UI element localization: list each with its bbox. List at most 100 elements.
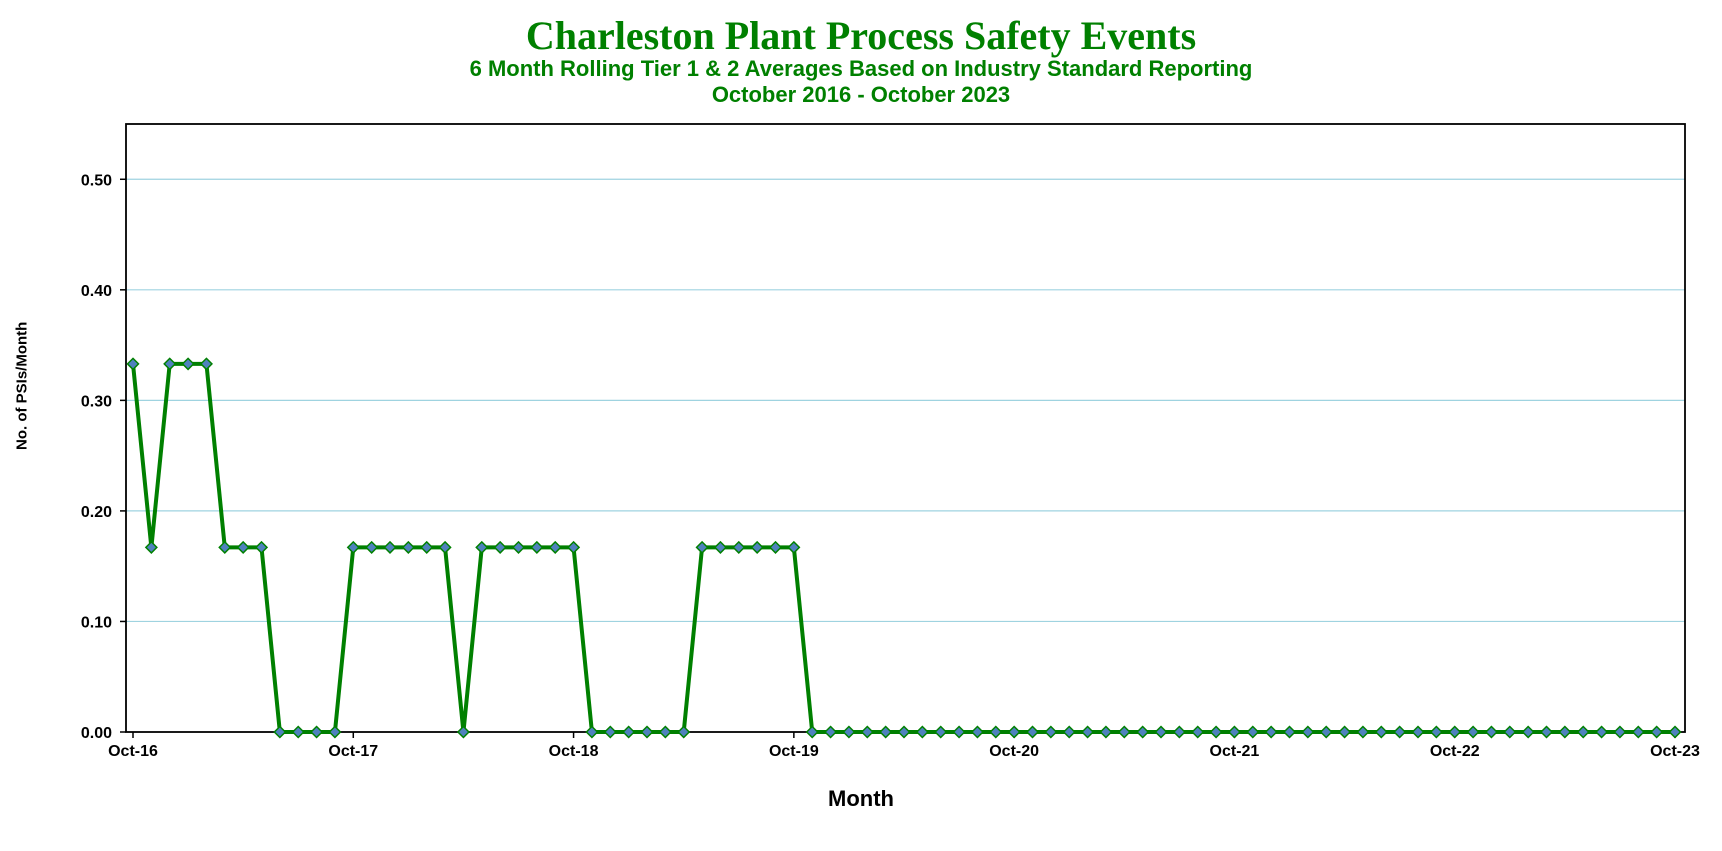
data-point <box>952 725 966 739</box>
y-tick-label: 0.50 <box>81 172 112 189</box>
x-tick-label: Oct-18 <box>549 743 599 760</box>
data-point <box>824 725 838 739</box>
x-tick-label: Oct-20 <box>989 743 1039 760</box>
data-point <box>1319 725 1333 739</box>
data-point <box>713 540 727 554</box>
data-point <box>383 540 397 554</box>
data-point <box>475 540 489 554</box>
data-point <box>677 725 691 739</box>
x-tick-label: Oct-19 <box>769 743 819 760</box>
data-point <box>787 540 801 554</box>
data-point <box>1356 725 1370 739</box>
x-tick-label: Oct-21 <box>1210 743 1260 760</box>
data-point <box>1136 725 1150 739</box>
data-point <box>1558 725 1572 739</box>
data-point <box>640 725 654 739</box>
data-point <box>1172 725 1186 739</box>
data-point <box>768 540 783 554</box>
x-axis-label: Month <box>828 786 894 811</box>
data-point <box>860 725 874 739</box>
data-point <box>199 357 213 371</box>
x-tick-label: Oct-17 <box>328 743 378 760</box>
data-point <box>1576 725 1590 739</box>
data-point <box>603 725 617 739</box>
series-line <box>131 361 1675 734</box>
data-point <box>511 540 526 554</box>
data-point <box>1007 725 1021 739</box>
data-point <box>989 725 1003 739</box>
data-point <box>1117 725 1131 739</box>
data-point <box>658 725 672 739</box>
data-point <box>401 540 415 554</box>
data-point <box>842 725 856 739</box>
data-point <box>1539 725 1554 739</box>
y-tick-label: 0.30 <box>81 393 112 410</box>
data-point <box>310 725 324 739</box>
data-point <box>1650 725 1664 739</box>
data-point <box>1503 725 1517 739</box>
data-point <box>750 540 764 554</box>
data-point <box>1227 725 1241 739</box>
data-point <box>567 540 581 554</box>
y-tick-label: 0.20 <box>81 504 112 521</box>
data-point <box>163 357 177 371</box>
data-point <box>328 725 342 739</box>
data-point <box>1282 725 1297 739</box>
data-point <box>1301 725 1315 739</box>
data-point <box>915 725 929 739</box>
data-point <box>1393 725 1407 739</box>
data-point <box>181 357 195 371</box>
x-tick-label: Oct-16 <box>108 743 158 760</box>
data-point <box>805 725 819 739</box>
data-point <box>1099 725 1113 739</box>
data-point <box>1668 725 1682 739</box>
data-point <box>1154 725 1168 739</box>
data-point <box>732 540 746 554</box>
data-point <box>1246 725 1260 739</box>
data-point <box>291 725 305 739</box>
data-point <box>1411 725 1425 739</box>
data-point <box>1521 725 1535 739</box>
data-point <box>1613 725 1627 739</box>
data-point <box>493 540 507 554</box>
y-tick-label: 0.40 <box>81 283 112 300</box>
data-point <box>970 725 984 739</box>
data-point <box>1264 725 1278 739</box>
data-point <box>236 540 250 554</box>
x-tick-label: Oct-23 <box>1650 743 1700 760</box>
chart-title: Charleston Plant Process Safety Events <box>525 13 1197 58</box>
data-point <box>530 540 544 554</box>
data-point <box>1448 725 1462 739</box>
data-point <box>126 357 140 371</box>
data-point <box>548 540 562 554</box>
data-point <box>897 725 911 739</box>
data-point <box>346 540 360 554</box>
data-point <box>1595 725 1609 739</box>
data-point <box>879 725 893 739</box>
data-point <box>456 725 470 739</box>
data-point <box>144 540 158 554</box>
data-point <box>218 540 232 554</box>
data-point <box>622 725 636 739</box>
x-tick-label: Oct-22 <box>1430 743 1480 760</box>
data-point <box>1631 725 1645 739</box>
data-point <box>438 540 452 554</box>
data-point <box>1191 725 1205 739</box>
data-point <box>1025 725 1040 739</box>
data-point <box>1044 725 1058 739</box>
y-tick-label: 0.10 <box>81 614 112 631</box>
data-point <box>365 540 379 554</box>
data-point <box>1062 725 1076 739</box>
data-point <box>934 725 948 739</box>
plot-area <box>125 123 1686 733</box>
data-point <box>1338 725 1352 739</box>
data-point <box>1209 725 1223 739</box>
data-point <box>695 540 709 554</box>
data-point <box>1484 725 1498 739</box>
data-point <box>254 540 269 554</box>
data-point <box>420 540 434 554</box>
chart-subtitle: 6 Month Rolling Tier 1 & 2 Averages Base… <box>469 56 1253 81</box>
data-point <box>585 725 599 739</box>
chart-date-range: October 2016 - October 2023 <box>711 82 1011 107</box>
